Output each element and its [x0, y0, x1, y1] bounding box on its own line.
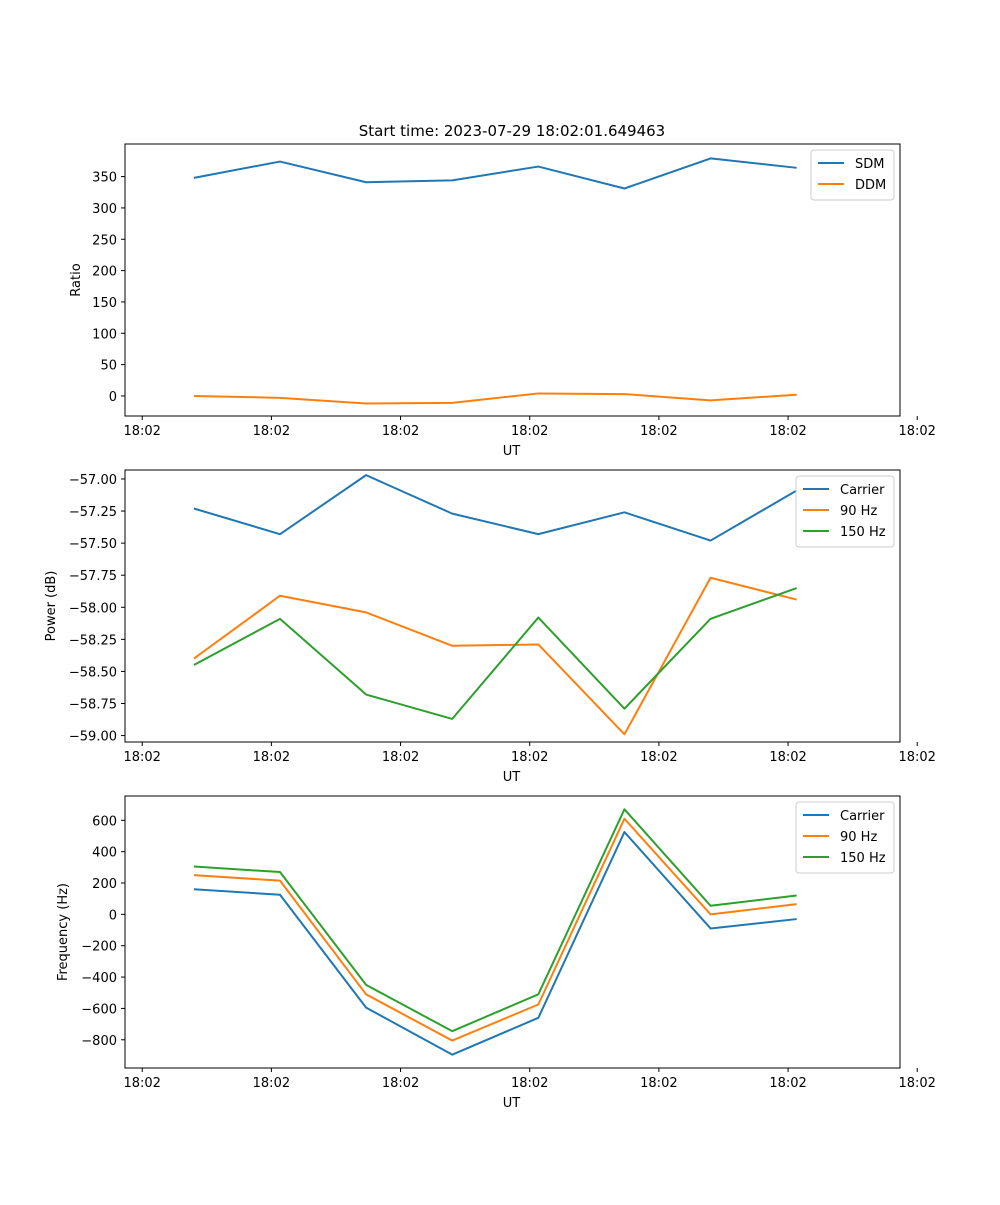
y-tick-label: −58.25 [69, 633, 117, 648]
legend-label: 150 Hz [840, 851, 886, 866]
axes-frame [125, 144, 900, 416]
y-tick-label: 50 [100, 359, 117, 374]
y-tick-label: −800 [81, 1034, 117, 1049]
x-tick-label: 18:02 [382, 1076, 419, 1091]
y-tick-label: 600 [92, 814, 117, 829]
x-tick-label: 18:02 [123, 750, 160, 765]
legend-label: Carrier [840, 809, 885, 824]
y-tick-label: −57.00 [69, 473, 117, 488]
x-tick-label: 18:02 [253, 1076, 290, 1091]
y-tick-label: 400 [92, 846, 117, 861]
x-axis-label: UT [503, 444, 521, 459]
legend-label: DDM [855, 178, 886, 193]
x-tick-label: 18:02 [898, 424, 935, 439]
y-tick-label: 0 [109, 908, 117, 923]
y-tick-label: −59.00 [69, 730, 117, 745]
y-axis-label: Power (dB) [44, 571, 59, 642]
x-tick-label: 18:02 [511, 750, 548, 765]
legend-label: SDM [855, 157, 884, 172]
x-tick-label: 18:02 [898, 1076, 935, 1091]
series-line-carrier [194, 832, 797, 1055]
x-tick-label: 18:02 [511, 424, 548, 439]
y-tick-label: −57.25 [69, 505, 117, 520]
figure-title: Start time: 2023-07-29 18:02:01.649463 [359, 122, 665, 140]
y-tick-label: −58.50 [69, 665, 117, 680]
y-tick-label: −600 [81, 1002, 117, 1017]
y-tick-label: −57.75 [69, 569, 117, 584]
y-axis-label: Frequency (Hz) [56, 883, 71, 981]
y-tick-label: 200 [92, 265, 117, 280]
x-axis-label: UT [503, 1096, 521, 1111]
x-tick-label: 18:02 [253, 750, 290, 765]
series-line-90-hz [194, 578, 797, 735]
y-tick-label: −57.50 [69, 537, 117, 552]
x-tick-label: 18:02 [898, 750, 935, 765]
y-tick-label: −200 [81, 940, 117, 955]
y-tick-label: 300 [92, 202, 117, 217]
y-tick-label: 250 [92, 233, 117, 248]
x-tick-label: 18:02 [640, 424, 677, 439]
x-tick-label: 18:02 [640, 1076, 677, 1091]
y-tick-label: −400 [81, 971, 117, 986]
y-tick-label: 100 [92, 327, 117, 342]
y-axis-label: Ratio [69, 263, 84, 296]
x-tick-label: 18:02 [382, 424, 419, 439]
legend-label: Carrier [840, 483, 885, 498]
y-tick-label: 150 [92, 296, 117, 311]
x-tick-label: 18:02 [382, 750, 419, 765]
y-tick-label: 0 [109, 390, 117, 405]
legend-label: 150 Hz [840, 525, 886, 540]
x-tick-label: 18:02 [511, 1076, 548, 1091]
y-tick-label: 200 [92, 877, 117, 892]
series-line-carrier [194, 475, 797, 540]
x-tick-label: 18:02 [253, 424, 290, 439]
series-line-150-hz [194, 809, 797, 1031]
x-tick-label: 18:02 [123, 1076, 160, 1091]
x-tick-label: 18:02 [123, 424, 160, 439]
x-tick-label: 18:02 [640, 750, 677, 765]
x-axis-label: UT [503, 770, 521, 785]
series-line-90-hz [194, 819, 797, 1041]
x-tick-label: 18:02 [769, 1076, 806, 1091]
series-line-sdm [194, 158, 797, 188]
legend-label: 90 Hz [840, 830, 877, 845]
axes-frame [125, 796, 900, 1068]
x-tick-label: 18:02 [769, 424, 806, 439]
y-tick-label: −58.00 [69, 601, 117, 616]
y-tick-label: −58.75 [69, 698, 117, 713]
x-tick-label: 18:02 [769, 750, 806, 765]
axes-frame [125, 470, 900, 742]
series-line-150-hz [194, 588, 797, 719]
y-tick-label: 350 [92, 171, 117, 186]
legend-label: 90 Hz [840, 504, 877, 519]
series-line-ddm [194, 393, 797, 403]
